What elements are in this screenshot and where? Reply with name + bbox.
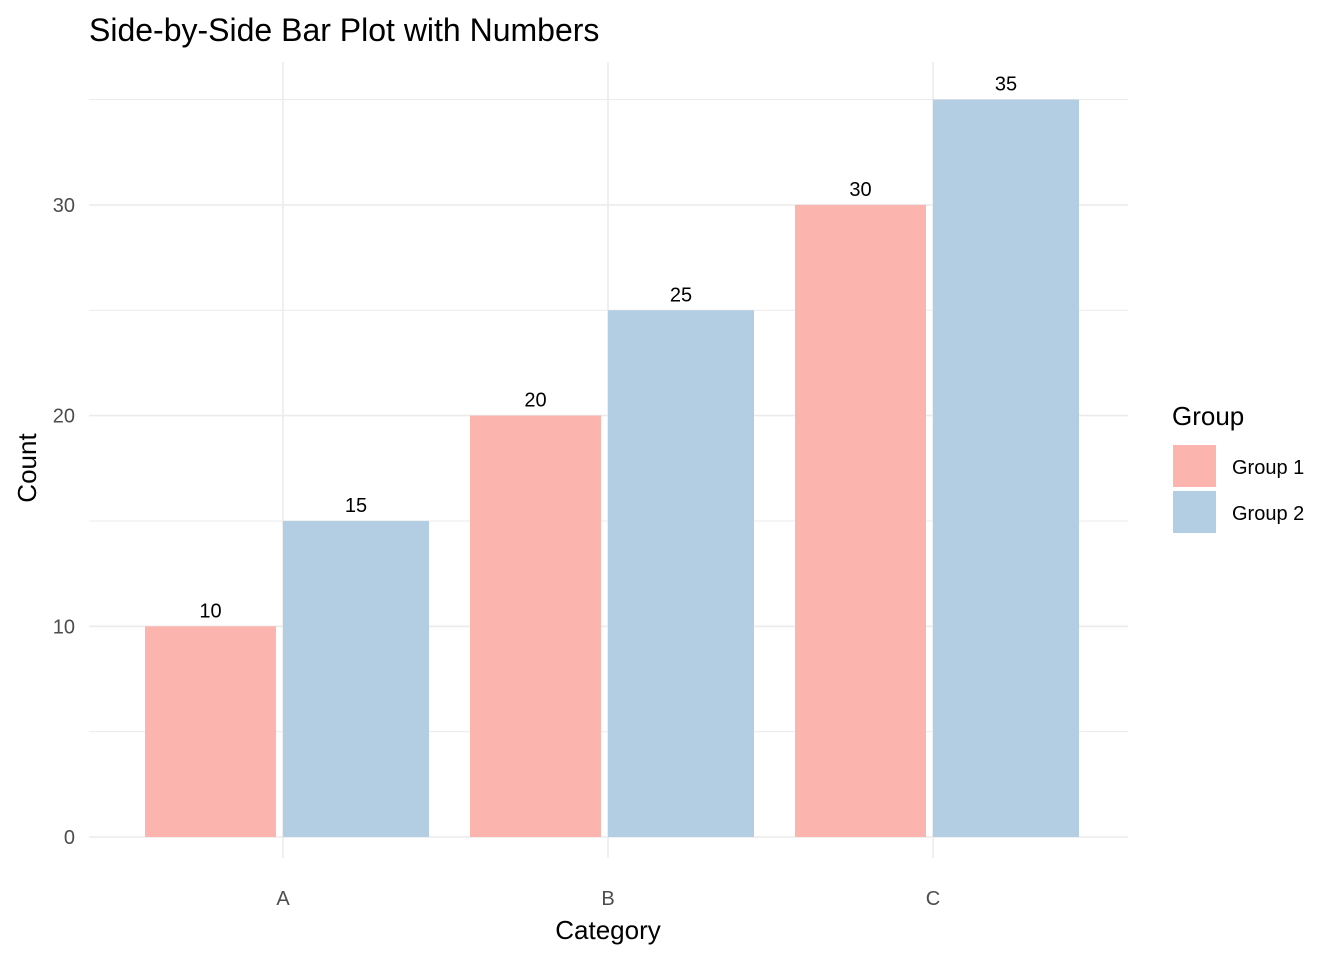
y-tick-label: 0 <box>64 827 75 849</box>
legend-title: Group <box>1172 401 1244 431</box>
bar-layer <box>145 99 1079 838</box>
x-axis-title: Category <box>555 915 661 945</box>
bar-group-1-b <box>470 415 601 837</box>
bar-group-1-a <box>145 626 276 837</box>
data-label: 15 <box>345 495 367 517</box>
data-label: 25 <box>670 284 692 306</box>
legend: Group Group 1 Group 2 <box>1172 401 1304 533</box>
y-tick-label: 30 <box>53 195 75 217</box>
legend-swatch <box>1173 491 1216 533</box>
x-tick-label: C <box>926 888 940 910</box>
y-tick-label: 20 <box>53 406 75 428</box>
x-tick-label: A <box>276 888 290 910</box>
data-label: 10 <box>199 600 221 622</box>
data-label: 20 <box>524 390 546 412</box>
legend-swatch <box>1173 445 1216 487</box>
legend-items: Group 1 Group 2 <box>1173 445 1304 533</box>
bar-group-1-c <box>795 204 926 837</box>
data-label: 35 <box>995 74 1017 96</box>
legend-label: Group 2 <box>1232 503 1304 525</box>
bar-group-2-c <box>933 99 1079 838</box>
data-label: 30 <box>849 179 871 201</box>
axis-layer: 0 10 20 30 A B C <box>53 195 940 910</box>
y-axis-title: Count <box>12 433 42 503</box>
bar-group-2-a <box>283 520 429 837</box>
chart-title: Side-by-Side Bar Plot with Numbers <box>89 12 599 48</box>
legend-label: Group 1 <box>1232 457 1304 479</box>
data-label-layer: 10 15 20 25 30 35 <box>199 74 1017 623</box>
bar-group-2-b <box>608 310 754 837</box>
x-tick-label: B <box>601 888 614 910</box>
y-tick-label: 10 <box>53 616 75 638</box>
